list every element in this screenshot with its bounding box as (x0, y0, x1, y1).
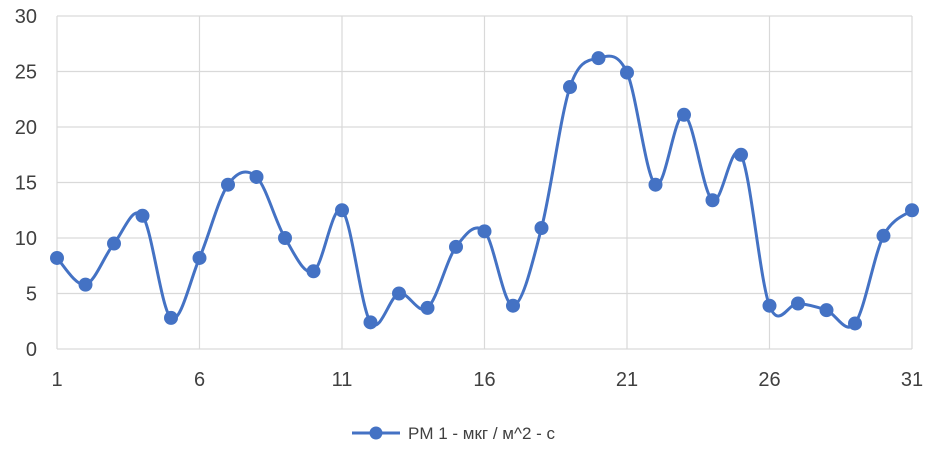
x-tick-label-1: 1 (51, 369, 62, 391)
x-tick-label-6: 6 (194, 369, 205, 391)
data-point-25 (734, 147, 748, 162)
x-tick-label-21: 21 (616, 369, 638, 391)
series-line (55, 54, 914, 329)
data-point-5 (164, 310, 178, 325)
y-tick-label-10: 10 (15, 228, 37, 250)
data-point-16 (477, 224, 492, 239)
y-tick-label-20: 20 (15, 117, 37, 139)
data-point-24 (705, 193, 720, 208)
data-point-21 (620, 65, 634, 80)
y-tick-label-15: 15 (15, 173, 37, 195)
legend-marker (369, 426, 383, 440)
data-point-23 (677, 107, 691, 122)
data-point-19 (563, 80, 577, 95)
data-point-31 (905, 203, 919, 218)
series (50, 51, 919, 331)
data-point-13 (392, 286, 406, 301)
legend-label: PM 1 - мкг / м^2 - с (408, 424, 556, 443)
data-point-29 (848, 316, 862, 331)
data-point-15 (449, 239, 463, 254)
data-point-6 (192, 250, 207, 265)
data-point-2 (78, 277, 93, 292)
data-point-10 (306, 264, 321, 279)
data-point-22 (648, 177, 663, 192)
y-tick-label-30: 30 (15, 6, 37, 28)
x-tick-label-16: 16 (473, 369, 495, 391)
data-point-20 (591, 51, 606, 66)
data-point-9 (278, 231, 292, 245)
data-point-1 (50, 250, 64, 265)
y-tick-label-25: 25 (15, 62, 37, 84)
data-point-26 (762, 298, 777, 313)
y-tick-label-0: 0 (26, 339, 37, 361)
data-point-12 (363, 315, 378, 330)
x-tick-label-11: 11 (332, 369, 353, 391)
x-tick-label-31: 31 (901, 369, 923, 391)
data-point-11 (335, 203, 349, 218)
data-point-28 (819, 303, 834, 318)
data-point-4 (135, 208, 150, 223)
data-point-27 (791, 296, 805, 311)
data-point-30 (876, 228, 891, 243)
data-point-7 (221, 177, 235, 192)
y-tick-label-5: 5 (26, 284, 37, 306)
data-point-8 (249, 169, 264, 184)
data-point-17 (506, 298, 520, 313)
data-point-14 (420, 300, 435, 315)
data-point-3 (107, 236, 121, 251)
data-point-18 (534, 221, 549, 236)
x-tick-label-26: 26 (758, 369, 780, 391)
legend: PM 1 - мкг / м^2 - с (352, 424, 556, 443)
